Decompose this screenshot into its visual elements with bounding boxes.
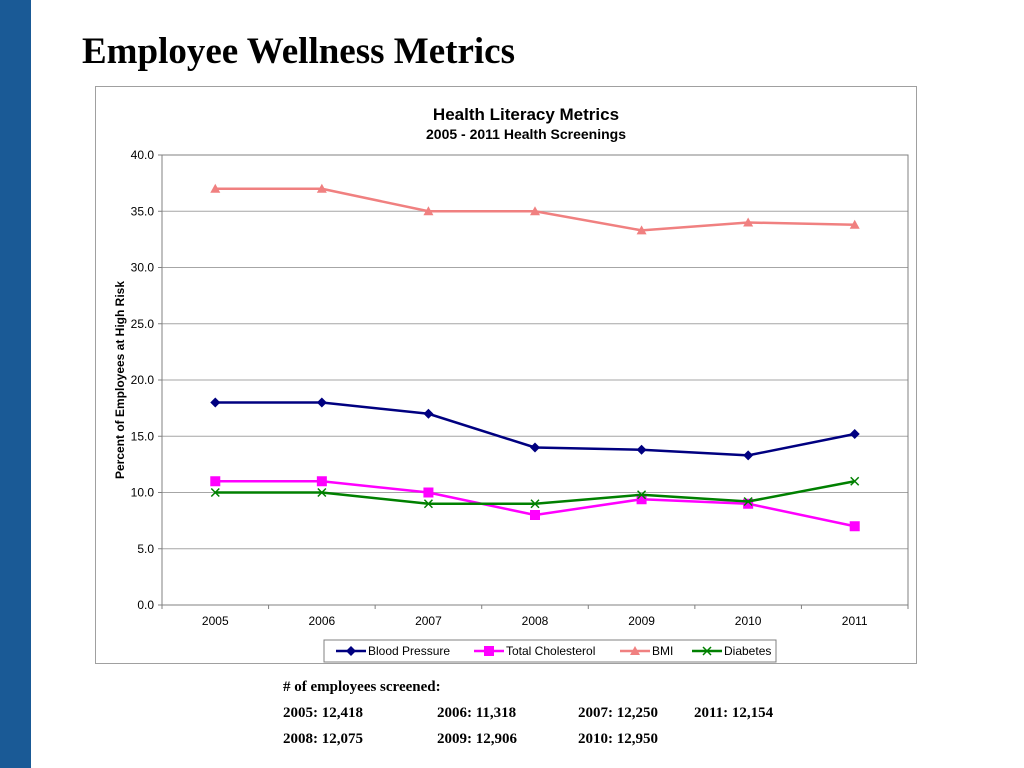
y-tick-label: 35.0 <box>131 204 155 218</box>
y-tick-label: 5.0 <box>137 542 154 556</box>
chart-title: Health Literacy Metrics <box>433 105 619 124</box>
y-tick-label: 15.0 <box>131 429 155 443</box>
point-total-cholesterol <box>849 521 860 532</box>
y-tick-label: 40.0 <box>131 148 155 162</box>
legend-label: Diabetes <box>724 644 771 658</box>
legend-label: BMI <box>652 644 673 658</box>
y-tick-label: 25.0 <box>131 317 155 331</box>
x-tick-label: 2008 <box>522 614 549 628</box>
chart-frame: Health Literacy Metrics 2005 - 2011 Healt… <box>95 86 917 664</box>
point-diabetes <box>637 490 647 500</box>
notes-heading: # of employees screened: <box>283 679 441 695</box>
notes-cell: 2010: 12,950 <box>578 731 658 747</box>
point-diabetes <box>423 499 433 509</box>
legend-marker-bmi <box>630 646 640 655</box>
y-axis-label: Percent of Employees at High Risk <box>113 281 127 479</box>
notes-cell: 2011: 12,154 <box>694 705 774 721</box>
y-tick-label: 10.0 <box>131 486 155 500</box>
side-accent-bar <box>0 0 31 768</box>
slide-title: Employee Wellness Metrics <box>82 31 515 72</box>
point-bmi <box>849 219 860 229</box>
x-tick-label: 2006 <box>309 614 336 628</box>
notes-row-2: 2008: 12,075 2009: 12,906 2010: 12,950 <box>283 729 658 755</box>
notes-cell: 2009: 12,906 <box>437 731 517 747</box>
point-bmi <box>423 206 434 216</box>
point-total-cholesterol <box>316 476 327 487</box>
y-tick-label: 30.0 <box>131 261 155 275</box>
notes-cell: 2008: 12,075 <box>283 731 363 747</box>
y-tick-label: 0.0 <box>137 598 154 612</box>
x-tick-label: 2009 <box>628 614 655 628</box>
point-blood-pressure <box>210 397 221 408</box>
legend <box>323 639 777 663</box>
point-diabetes <box>743 496 753 507</box>
point-blood-pressure <box>316 397 327 408</box>
point-bmi <box>530 206 540 216</box>
y-tick-label: 20.0 <box>131 373 155 387</box>
point-blood-pressure <box>423 408 434 419</box>
point-blood-pressure <box>530 442 540 453</box>
legend-label: Total Cholesterol <box>506 644 595 658</box>
point-diabetes <box>530 499 540 509</box>
legend-marker-blood-pressure <box>346 646 356 656</box>
legend-label: Blood Pressure <box>368 644 450 658</box>
point-bmi <box>743 217 754 227</box>
point-diabetes <box>210 487 220 498</box>
point-total-cholesterol <box>636 494 647 505</box>
point-bmi <box>316 183 327 193</box>
point-blood-pressure <box>743 450 754 461</box>
point-total-cholesterol <box>743 498 754 509</box>
point-bmi <box>210 183 221 193</box>
plot-area <box>161 154 909 606</box>
notes-cell: 2006: 11,318 <box>437 705 517 721</box>
point-total-cholesterol <box>210 476 221 487</box>
chart-subtitle: 2005 - 2011 Health Screenings <box>426 126 626 142</box>
point-total-cholesterol <box>530 510 540 520</box>
point-blood-pressure <box>636 444 647 455</box>
legend-marker-diabetes <box>702 646 712 656</box>
legend-marker-total-cholesterol <box>484 646 494 656</box>
x-tick-label: 2007 <box>415 614 442 628</box>
point-diabetes <box>317 487 327 498</box>
x-tick-label: 2005 <box>202 614 229 628</box>
screening-notes: # of employees screened: 2005: 12,418 20… <box>283 677 773 755</box>
point-blood-pressure <box>849 429 860 439</box>
notes-row-1: 2005: 12,418 2006: 11,318 2007: 12,250 2… <box>283 703 773 729</box>
x-tick-label: 2011 <box>842 614 868 628</box>
point-diabetes <box>850 476 860 486</box>
point-total-cholesterol <box>423 487 434 498</box>
notes-cell: 2005: 12,418 <box>283 705 363 721</box>
notes-cell: 2007: 12,250 <box>578 705 658 721</box>
point-bmi <box>636 225 647 235</box>
line-chart: Health Literacy Metrics 2005 - 2011 Healt… <box>113 105 909 663</box>
x-tick-label: 2010 <box>735 614 762 628</box>
